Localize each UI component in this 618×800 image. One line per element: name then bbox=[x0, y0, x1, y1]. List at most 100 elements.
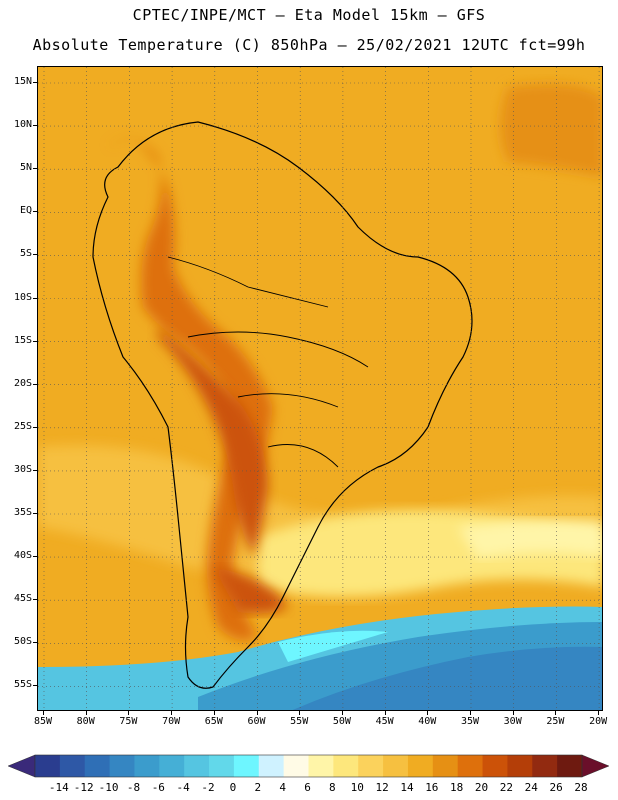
lat-label: 5N bbox=[19, 162, 32, 174]
colorbar-segment bbox=[308, 755, 334, 777]
colorbar-label: 0 bbox=[229, 781, 237, 794]
colorbar-label: 10 bbox=[350, 781, 364, 794]
colorbar-label: 22 bbox=[499, 781, 514, 794]
colorbar-label: 18 bbox=[450, 781, 464, 794]
colorbar-label: 8 bbox=[329, 781, 336, 794]
cold-band-3 bbox=[292, 646, 602, 710]
lon-tick bbox=[43, 711, 44, 715]
lon-tick bbox=[427, 711, 429, 715]
lat-tick bbox=[33, 599, 38, 601]
lat-tick bbox=[33, 125, 38, 127]
lat-tick bbox=[33, 211, 38, 213]
map-title-line-1: CPTEC/INPE/MCT – Eta Model 15km – GFS bbox=[132, 6, 486, 24]
colorbar-segment bbox=[184, 755, 210, 777]
lon-tick bbox=[470, 711, 471, 715]
colorbar-label: 14 bbox=[400, 781, 414, 794]
lat-tick bbox=[33, 340, 38, 342]
lon-label: 45W bbox=[375, 716, 394, 727]
lat-tick bbox=[33, 82, 38, 83]
colorbar-label: 12 bbox=[375, 781, 389, 794]
base-field bbox=[38, 67, 602, 710]
temperature-field bbox=[38, 67, 602, 710]
colorbar-label: 2 bbox=[254, 781, 262, 794]
lat-tick bbox=[33, 513, 38, 514]
lat-tick bbox=[33, 642, 38, 644]
lat-label: 10N bbox=[13, 119, 32, 131]
lat-label: 55S bbox=[13, 679, 32, 691]
temperature-map bbox=[37, 66, 603, 711]
lon-tick bbox=[85, 711, 87, 715]
colorbar-label: 28 bbox=[574, 781, 588, 794]
colorbar-label: -12 bbox=[73, 781, 94, 794]
lat-tick bbox=[33, 254, 38, 256]
colorbar-segment bbox=[482, 755, 508, 777]
colorbar-segment bbox=[358, 755, 384, 777]
lon-label: 25W bbox=[546, 716, 565, 727]
colorbar-segment bbox=[507, 755, 533, 777]
cool-band-2 bbox=[458, 520, 602, 559]
lon-tick bbox=[384, 711, 386, 715]
lat-tick bbox=[33, 383, 38, 385]
colorbar-label: -14 bbox=[48, 781, 69, 794]
lon-label: 70W bbox=[162, 716, 181, 727]
colorbar-label: 16 bbox=[425, 781, 439, 794]
colorbar-label: -2 bbox=[201, 781, 215, 794]
lat-label: 5S bbox=[19, 248, 32, 260]
lon-tick bbox=[213, 711, 215, 715]
colorbar-segment bbox=[333, 755, 359, 777]
temperature-colorbar bbox=[7, 754, 610, 778]
colorbar-label: -4 bbox=[176, 781, 190, 794]
colorbar-segment bbox=[532, 755, 558, 777]
country-borders bbox=[167, 256, 369, 468]
colorbar-segment bbox=[59, 755, 86, 777]
lat-label: 45S bbox=[13, 593, 32, 605]
colorbar-label: 20 bbox=[474, 781, 489, 794]
colorbar-label: -10 bbox=[98, 781, 119, 794]
lat-label: 15S bbox=[13, 334, 32, 346]
colorbar-segment bbox=[109, 755, 135, 777]
continent-outline bbox=[92, 121, 473, 689]
lat-tick bbox=[33, 469, 38, 471]
lon-label: 55W bbox=[290, 716, 309, 727]
colorbar-segment bbox=[233, 755, 260, 777]
hot-core bbox=[158, 327, 268, 557]
lat-tick bbox=[33, 556, 38, 558]
colorbar-segment bbox=[134, 755, 160, 777]
colorbar-segment bbox=[35, 755, 61, 777]
lon-label: 40W bbox=[418, 716, 437, 727]
colorbar-label: 26 bbox=[549, 781, 563, 794]
lon-tick bbox=[171, 711, 173, 715]
colorbar-label: 4 bbox=[279, 781, 286, 794]
lon-label: 35W bbox=[460, 716, 480, 727]
lat-tick bbox=[33, 297, 38, 299]
lon-tick bbox=[512, 711, 514, 715]
colorbar-segment bbox=[209, 755, 235, 777]
colorbar-segment bbox=[457, 755, 484, 777]
lat-tick bbox=[33, 426, 38, 428]
lon-tick bbox=[128, 711, 130, 715]
colorbar-segment bbox=[159, 755, 185, 777]
colorbar-low-arrow bbox=[7, 754, 36, 778]
warm-patch-ne bbox=[500, 83, 602, 177]
lon-label: 20W bbox=[589, 716, 608, 727]
colorbar-label: -6 bbox=[151, 781, 165, 794]
colorbar-label: 6 bbox=[304, 781, 311, 794]
lon-tick bbox=[341, 711, 343, 715]
colorbar-segment bbox=[432, 755, 459, 777]
hot-patagonia bbox=[213, 567, 288, 614]
lon-tick bbox=[299, 711, 301, 715]
lon-label: 80W bbox=[76, 716, 95, 727]
colorbar-outline bbox=[34, 754, 583, 778]
colorbar-segment bbox=[258, 755, 285, 777]
lat-label: 40S bbox=[13, 550, 32, 562]
colorbar-label: 24 bbox=[524, 781, 538, 794]
cold-band-edge bbox=[278, 630, 388, 662]
colorbar-segment bbox=[557, 755, 583, 777]
lat-tick bbox=[33, 168, 38, 170]
colorbar-high-arrow bbox=[581, 754, 610, 778]
lat-tick bbox=[33, 685, 38, 687]
lat-label: 30S bbox=[13, 463, 32, 475]
lon-tick bbox=[598, 711, 600, 715]
lon-tick bbox=[555, 711, 557, 715]
map-title-line-2: Absolute Temperature (C) 850hPa – 25/02/… bbox=[32, 36, 586, 54]
